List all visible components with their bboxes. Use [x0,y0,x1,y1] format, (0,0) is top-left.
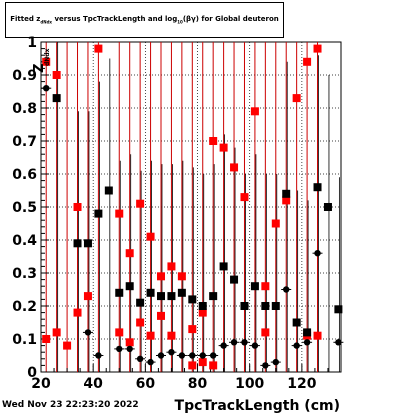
data-point-red-square [230,163,239,172]
data-point-black-square [177,288,186,297]
data-point-black-square [209,292,218,301]
data-point-red-square [52,328,61,337]
timestamp: Wed Nov 23 22:23:20 2022 [2,400,139,410]
y-tick-label: 0.5 [12,200,37,216]
data-point-red-square [52,71,61,79]
data-point-red-square [157,311,165,320]
data-point-red-square [73,308,82,317]
x-tick-label: 40 [83,376,103,392]
data-point-red-square [42,57,51,66]
data-point-black-square [146,288,155,297]
data-point-black-square [334,305,343,314]
x-tick-label: 120 [287,376,316,392]
y-axis-label: Z [32,64,47,73]
data-point-red-square [282,196,291,205]
data-point-red-square [125,249,134,258]
x-tick-label: 60 [136,376,156,392]
data-point-black-square [261,302,270,310]
data-point-red-square [167,331,176,340]
data-point-red-square [250,107,259,116]
data-point-black-square [104,186,113,195]
x-axis-label: TpcTrackLength (cm) [175,398,340,414]
data-point-black-square [313,183,322,192]
data-point-red-square [188,361,197,370]
data-point-black-square [125,282,134,291]
x-tick-label: 20 [31,376,51,392]
data-point-black-square [83,239,92,248]
data-point-red-square [42,335,51,343]
data-point-red-square [209,137,218,145]
y-tick-label: 1 [27,35,37,51]
data-point-black-square [157,292,165,301]
data-point-red-square [63,341,72,350]
chart-title: Fitted zdNdx versus TpcTrackLength and l… [10,15,279,25]
data-point-red-square [146,331,155,340]
data-point-red-square [146,232,155,241]
data-point-red-square [292,94,301,103]
data-point-black-square [323,203,332,211]
data-point-black-square [198,302,207,310]
x-tick-label: 100 [235,376,264,392]
data-point-red-square [209,361,218,370]
data-point-red-square [271,219,280,228]
data-point-red-square [115,328,124,337]
data-point-red-square [313,44,322,53]
data-point-black-square [115,288,124,297]
data-point-red-square [313,331,322,340]
data-point-red-square [198,308,207,317]
y-tick-label: 0.9 [12,68,37,84]
data-point-black-square [167,292,176,301]
data-point-red-square [73,203,82,211]
data-point-red-square [240,193,249,202]
data-point-red-square [261,282,270,291]
y-tick-label: 0.2 [12,299,37,315]
data-point-black-square [230,275,239,284]
data-point-red-square [261,328,270,337]
data-point-red-square [157,272,165,281]
data-point-black-square [219,262,228,271]
y-tick-label: 0 [27,365,37,381]
y-tick-label: 0.7 [12,134,37,150]
data-point-red-square [136,318,145,327]
y-tick-label: 0.3 [12,266,37,282]
data-point-black-square [282,189,291,198]
data-point-red-square [167,262,176,271]
data-point-black-square [73,239,82,248]
data-point-red-square [188,325,197,334]
data-point-red-square [94,44,103,53]
y-tick-label: 0.8 [12,101,37,117]
data-point-red-square [177,272,186,281]
data-point-red-square [303,57,312,66]
data-point-red-square [219,143,228,152]
x-tick-label: 80 [188,376,208,392]
data-point-red-square [125,338,134,347]
data-point-black-square [271,302,280,310]
y-axis-label-subscript: dNdx [44,48,51,66]
data-point-black-square [94,209,103,218]
data-point-black-square [188,295,197,304]
y-tick-label: 0.4 [12,233,37,249]
y-tick-label: 0.1 [12,332,37,348]
data-point-red-square [136,199,145,208]
data-point-black-square [250,282,259,291]
data-point-red-square [198,358,207,367]
chart-title-box: Fitted zdNdx versus TpcTrackLength and l… [5,2,284,38]
data-point-black-square [292,318,301,327]
data-point-red-square [83,292,92,301]
data-point-black-square [52,94,61,103]
y-tick-label: 0.6 [12,167,37,183]
data-point-red-square [115,209,124,218]
data-point-black-square [303,328,312,337]
data-point-black-square [240,302,249,310]
data-point-black-square [136,298,145,307]
